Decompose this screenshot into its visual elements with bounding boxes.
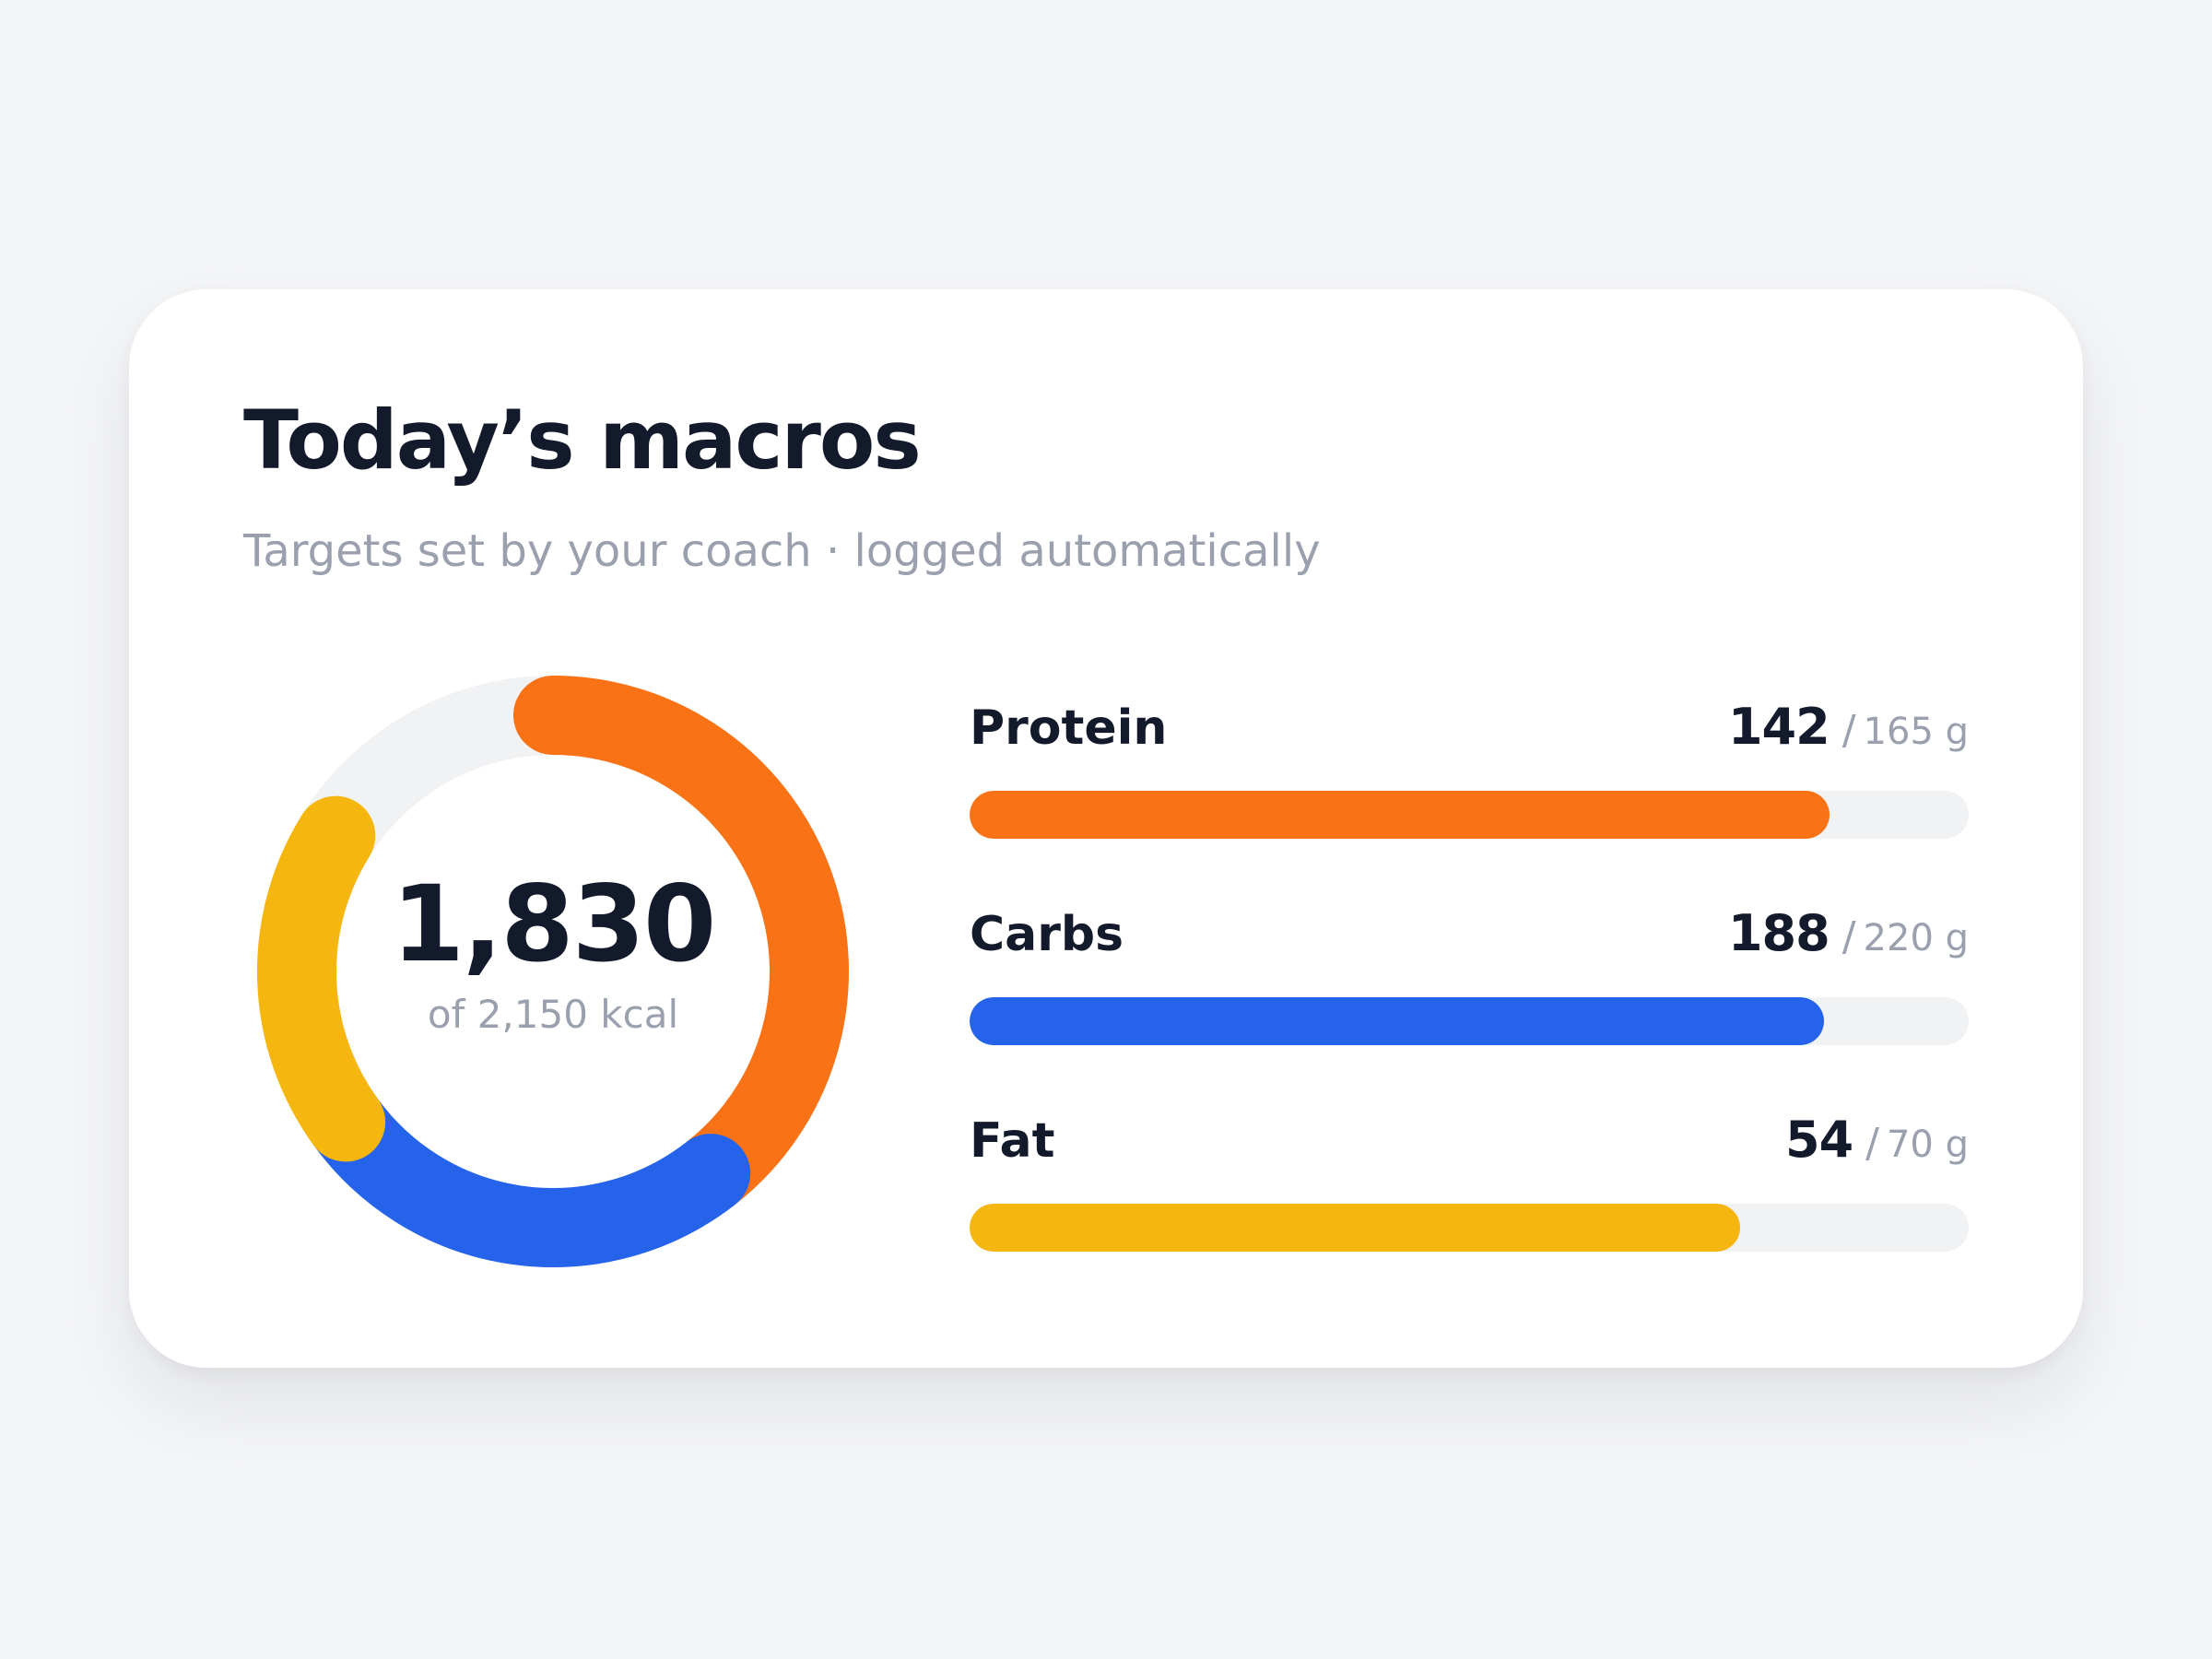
ring-arc-carbs bbox=[306, 1082, 751, 1267]
macro-target: 70 g bbox=[1886, 1124, 1969, 1166]
progress-fill bbox=[970, 997, 1824, 1045]
progress-track bbox=[970, 997, 1969, 1045]
calorie-ring-chart bbox=[257, 676, 849, 1267]
progress-fill bbox=[970, 791, 1830, 839]
macro-carbs: Carbs 188/220 g bbox=[970, 901, 1969, 1058]
macro-protein: Protein 142/165 g bbox=[970, 695, 1969, 852]
macro-separator: / bbox=[1841, 707, 1856, 754]
ring-center: 1,830 of 2,150 kcal bbox=[240, 658, 866, 1285]
macros-card: Today’s macros Targets set by your coach… bbox=[129, 289, 2083, 1368]
macro-target: 165 g bbox=[1863, 711, 1969, 753]
macro-header: Fat 54/70 g bbox=[970, 1108, 1969, 1174]
macro-header: Protein 142/165 g bbox=[970, 695, 1969, 761]
calories-target: of 2,150 kcal bbox=[427, 992, 679, 1037]
macro-current: 142 bbox=[1727, 698, 1830, 756]
card-subtitle: Targets set by your coach · logged autom… bbox=[243, 525, 1321, 577]
macro-target: 220 g bbox=[1863, 917, 1969, 959]
calorie-ring: 1,830 of 2,150 kcal bbox=[240, 658, 866, 1285]
ring-arc-protein bbox=[513, 676, 849, 1214]
ring-arc-fat bbox=[257, 795, 386, 1162]
progress-track bbox=[970, 1204, 1969, 1252]
macro-label: Fat bbox=[970, 1113, 1055, 1169]
macro-fat: Fat 54/70 g bbox=[970, 1108, 1969, 1265]
macro-current: 188 bbox=[1727, 904, 1830, 962]
macro-values: 142/165 g bbox=[1728, 702, 1969, 752]
macro-values: 188/220 g bbox=[1728, 909, 1969, 959]
macro-label: Carbs bbox=[970, 907, 1124, 962]
progress-track bbox=[970, 791, 1969, 839]
macro-current: 54 bbox=[1785, 1111, 1853, 1169]
macro-values: 54/70 g bbox=[1785, 1115, 1969, 1165]
macro-separator: / bbox=[1841, 913, 1856, 960]
macro-label: Protein bbox=[970, 700, 1168, 756]
progress-fill bbox=[970, 1204, 1740, 1252]
calories-value: 1,830 bbox=[391, 863, 717, 985]
macro-header: Carbs 188/220 g bbox=[970, 901, 1969, 968]
macro-separator: / bbox=[1865, 1120, 1879, 1167]
card-title: Today’s macros bbox=[243, 393, 922, 488]
